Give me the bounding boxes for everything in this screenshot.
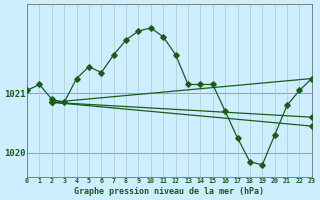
X-axis label: Graphe pression niveau de la mer (hPa): Graphe pression niveau de la mer (hPa)	[75, 187, 264, 196]
